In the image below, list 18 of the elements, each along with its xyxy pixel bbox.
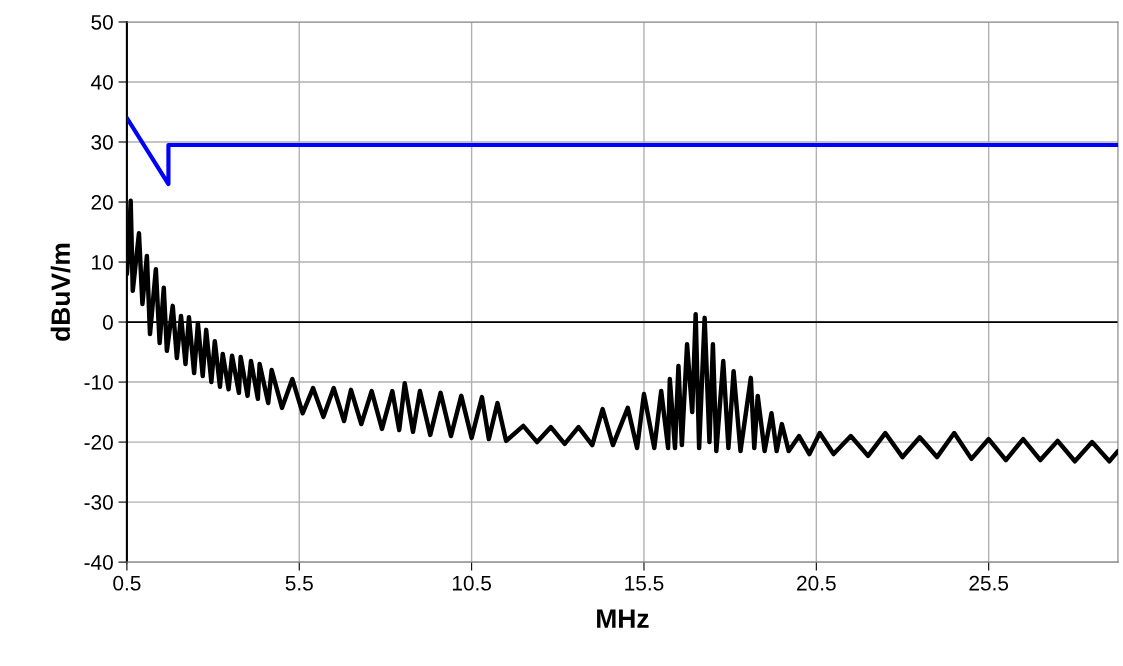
y-tick-label: -30	[84, 495, 113, 510]
y-tick-label: 0	[102, 315, 113, 330]
y-axis-title: dBuV/m	[50, 243, 71, 341]
y-tick-label: 40	[91, 74, 113, 90]
y-tick-label: 20	[91, 195, 113, 210]
y-tick-label: -20	[84, 435, 113, 450]
x-tick-label: 15.5	[625, 576, 664, 591]
x-tick-label: 20.5	[797, 575, 836, 591]
y-tick-label: 10	[92, 255, 113, 270]
x-tick-label: 5.5	[285, 576, 313, 591]
y-tick-label: 50	[91, 14, 113, 30]
y-tick-label: -10	[84, 375, 113, 390]
x-tick-label: 0.5	[113, 575, 141, 591]
y-tick-label: 30	[91, 135, 113, 150]
y-tick-label: -40	[84, 555, 113, 570]
x-tick-label: 25.5	[969, 575, 1009, 591]
x-axis-title: MHz	[597, 609, 649, 628]
x-tick-label: 10.5	[452, 575, 492, 591]
